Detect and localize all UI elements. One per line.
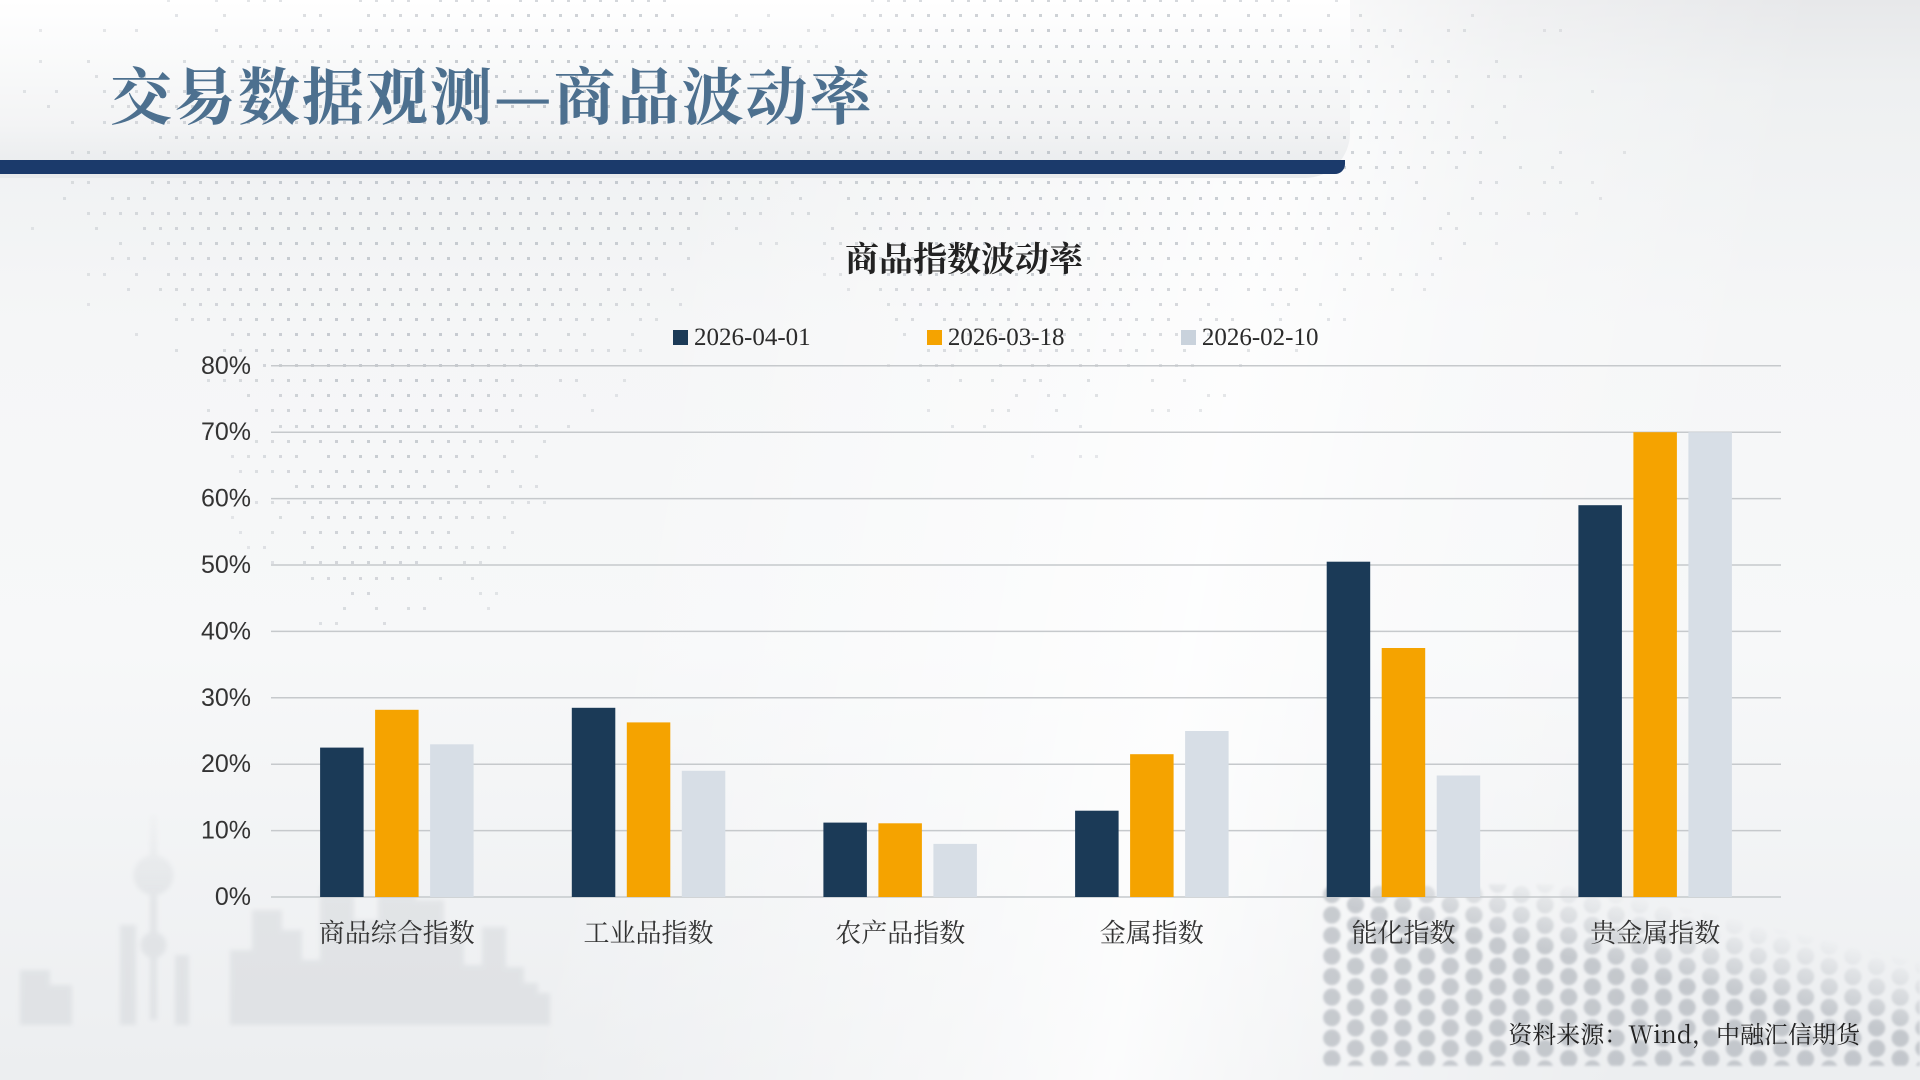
svg-text:0%: 0%	[215, 883, 251, 911]
svg-text:10%: 10%	[201, 817, 251, 845]
svg-text:商品综合指数: 商品综合指数	[319, 913, 475, 950]
svg-text:80%: 80%	[201, 352, 251, 380]
svg-text:农产品指数: 农产品指数	[835, 913, 965, 950]
svg-text:30%: 30%	[201, 684, 251, 712]
svg-text:工业品指数: 工业品指数	[583, 913, 713, 950]
svg-text:贵金属指数: 贵金属指数	[1590, 913, 1720, 950]
svg-text:50%: 50%	[201, 551, 251, 579]
svg-text:70%: 70%	[201, 418, 251, 446]
svg-text:40%: 40%	[201, 617, 251, 645]
svg-text:能化指数: 能化指数	[1351, 913, 1455, 950]
svg-text:金属指数: 金属指数	[1100, 913, 1204, 950]
svg-text:60%: 60%	[201, 485, 251, 513]
svg-text:20%: 20%	[201, 750, 251, 778]
